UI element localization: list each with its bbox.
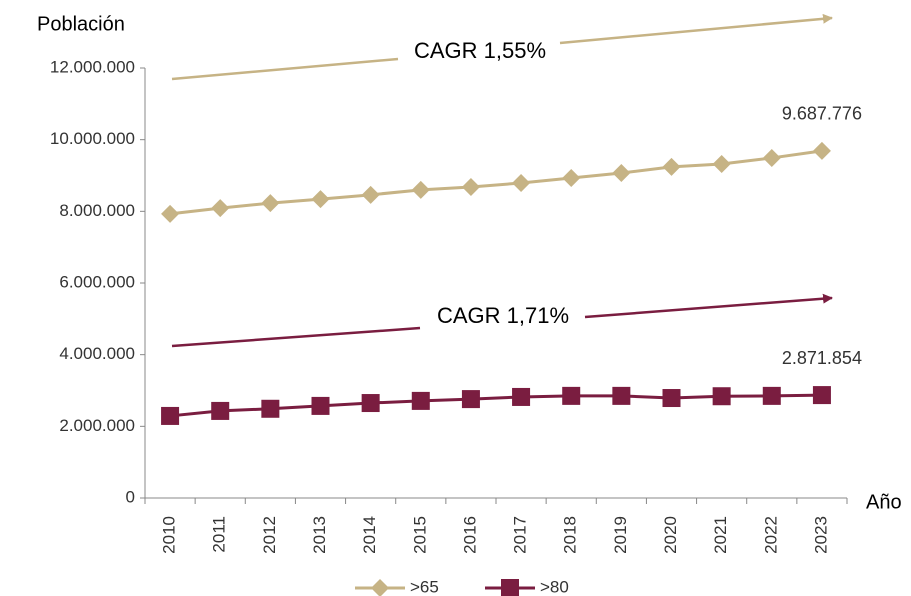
x-tick-label: 2023 (811, 516, 830, 554)
legend-marker (501, 579, 519, 596)
y-tick-label: 12.000.000 (50, 57, 135, 76)
marker (261, 399, 280, 418)
marker (361, 394, 380, 413)
x-axis-label: Año (866, 491, 902, 513)
x-tick-label: 2013 (310, 516, 329, 554)
marker (161, 406, 180, 425)
y-tick-label: 4.000.000 (59, 344, 135, 363)
x-tick-label: 2014 (360, 516, 379, 554)
x-tick-label: 2017 (511, 516, 530, 554)
x-tick-label: 2019 (611, 516, 630, 554)
x-tick-label: 2020 (661, 516, 680, 554)
x-tick-label: 2010 (160, 516, 179, 554)
marker (411, 391, 430, 410)
marker (562, 169, 581, 188)
marker (762, 148, 781, 167)
trend-arrow (559, 13, 833, 45)
marker (662, 389, 681, 408)
marker (261, 194, 280, 213)
marker (361, 185, 380, 204)
marker (512, 387, 531, 406)
marker (211, 401, 230, 420)
marker (161, 204, 180, 223)
marker (762, 386, 781, 405)
marker (812, 386, 831, 405)
marker (712, 387, 731, 406)
x-tick-label: 2015 (410, 516, 429, 554)
annotation: CAGR 1,55% (414, 38, 546, 63)
legend-label: >80 (540, 577, 569, 596)
marker (612, 163, 631, 182)
marker (662, 157, 681, 176)
y-axis-label: Población (37, 13, 125, 35)
y-tick-label: 8.000.000 (59, 201, 135, 220)
x-tick-label: 2021 (711, 516, 730, 554)
data-label: 9.687.776 (782, 104, 862, 124)
x-tick-label: 2011 (210, 516, 229, 553)
y-tick-label: 2.000.000 (59, 416, 135, 435)
x-tick-label: 2022 (761, 516, 780, 554)
annotation: CAGR 1,71% (437, 303, 569, 328)
marker (712, 155, 731, 174)
marker (311, 190, 330, 209)
x-tick-label: 2012 (260, 516, 279, 554)
y-tick-label: 6.000.000 (59, 272, 135, 291)
x-tick-label: 2018 (561, 516, 580, 554)
marker (211, 199, 230, 218)
marker (461, 390, 480, 409)
marker (612, 386, 631, 405)
trend-arrow (584, 293, 833, 319)
marker (411, 180, 430, 199)
y-tick-label: 10.000.000 (50, 129, 135, 148)
trend-arrow (171, 326, 421, 348)
y-tick-label: 0 (126, 487, 135, 506)
data-label: 2.871.854 (782, 348, 862, 368)
marker (812, 141, 831, 160)
legend-label: >65 (410, 577, 439, 596)
marker (311, 396, 330, 415)
marker (461, 177, 480, 196)
trend-arrow (171, 57, 399, 81)
x-tick-label: 2016 (460, 516, 479, 554)
legend-marker (371, 579, 389, 596)
marker (562, 386, 581, 405)
marker (512, 174, 531, 193)
